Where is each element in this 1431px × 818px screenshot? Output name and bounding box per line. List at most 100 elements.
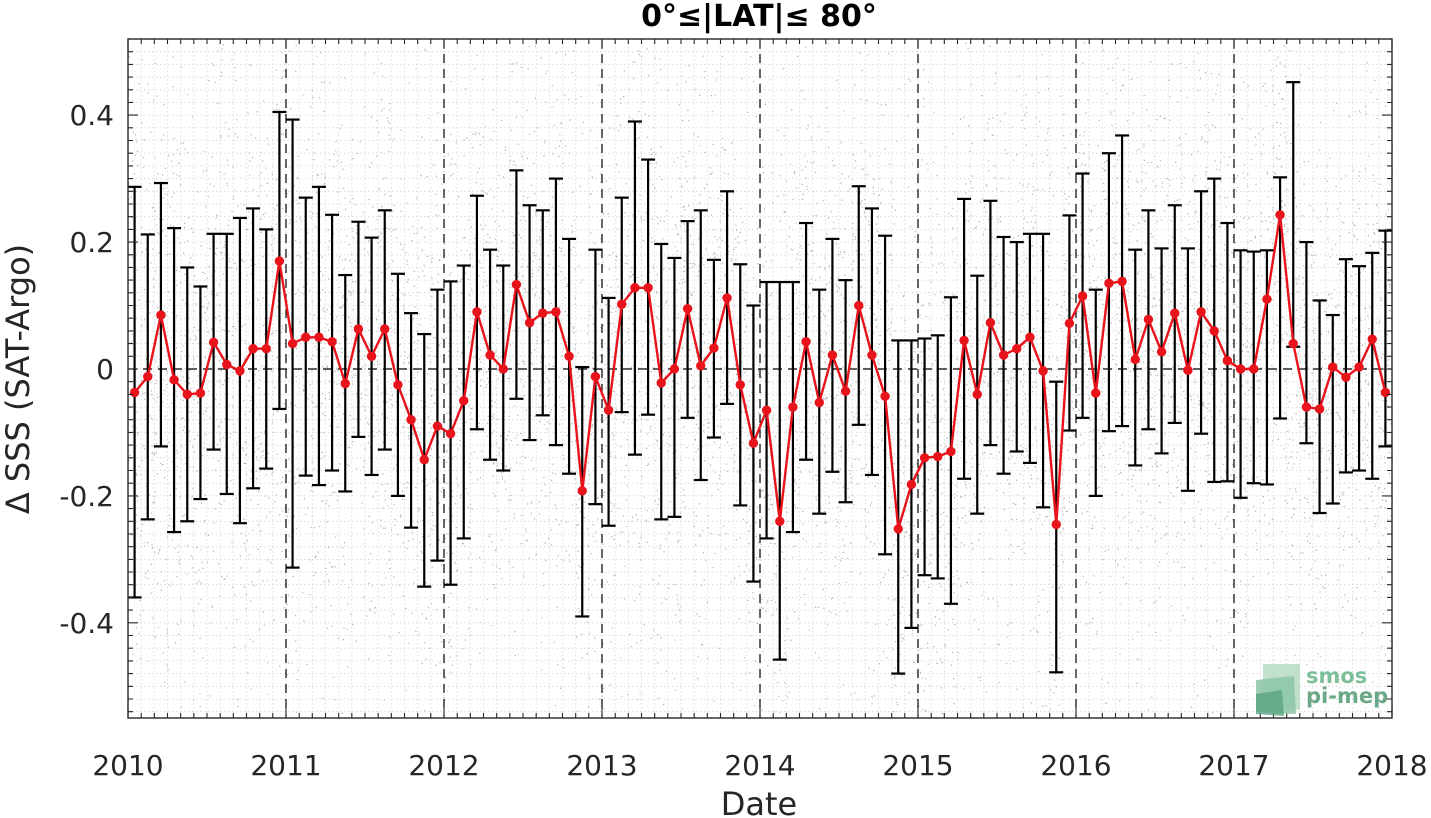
- tick-marks: [127, 38, 1393, 718]
- data-point: [801, 336, 811, 347]
- y-tick-label: -0.4: [59, 607, 114, 640]
- data-point: [1235, 364, 1246, 374]
- error-bar: [1378, 229, 1393, 448]
- data-point: [235, 366, 245, 376]
- data-point: [222, 359, 232, 370]
- data-point: [748, 438, 759, 448]
- error-bar: [1338, 258, 1353, 474]
- data-point: [682, 303, 693, 314]
- data-point: [972, 389, 982, 400]
- data-point: [933, 451, 943, 462]
- error-bar: [864, 207, 879, 477]
- data-point: [985, 317, 996, 328]
- data-point: [406, 415, 416, 425]
- data-point: [564, 351, 574, 361]
- data-point: [919, 453, 930, 463]
- y-axis-label: Δ SSS (SAT-Argo): [0, 244, 37, 514]
- y-tick-label: 0.4: [69, 99, 114, 132]
- x-tick-label: 2013: [566, 749, 637, 782]
- data-point: [432, 421, 443, 431]
- data-point: [696, 361, 706, 371]
- data-point: [1156, 347, 1167, 357]
- y-tick-label: -0.2: [59, 480, 114, 513]
- data-point: [1341, 372, 1351, 382]
- data-point: [577, 486, 587, 496]
- data-point: [169, 375, 179, 385]
- x-axis-label: Date: [721, 785, 797, 818]
- x-tick-label: 2010: [92, 749, 163, 782]
- data-point: [353, 324, 364, 334]
- x-tick-label: 2018: [1356, 749, 1427, 782]
- data-point: [603, 405, 614, 415]
- data-point: [998, 350, 1009, 360]
- data-point: [1222, 356, 1233, 366]
- error-bar: [1365, 251, 1380, 480]
- error-bar: [680, 220, 695, 419]
- data-point: [472, 307, 482, 317]
- data-point: [380, 324, 390, 334]
- data-point: [287, 338, 298, 349]
- logo-mark-front: [1256, 690, 1284, 716]
- data-point: [274, 256, 285, 266]
- error-bar: [891, 339, 906, 675]
- data-point: [1367, 334, 1377, 344]
- x-tick-label: 2014: [724, 749, 795, 782]
- x-tick-label: 2016: [1040, 749, 1111, 782]
- data-point: [524, 317, 535, 328]
- data-point: [1183, 365, 1193, 375]
- data-point: [643, 283, 653, 293]
- data-point: [854, 300, 864, 311]
- data-point: [775, 516, 785, 526]
- error-bar: [1325, 313, 1340, 505]
- data-point: [156, 310, 166, 320]
- data-point: [1209, 326, 1219, 336]
- error-bar: [772, 280, 787, 661]
- data-point: [366, 351, 377, 361]
- data-point: [1012, 343, 1022, 354]
- data-point: [393, 380, 403, 390]
- error-bar: [1022, 232, 1037, 464]
- data-point: [590, 371, 601, 382]
- x-tick-label: 2012: [408, 749, 479, 782]
- error-bar: [1220, 221, 1235, 483]
- data-point: [1130, 354, 1140, 365]
- smos-pi-mep-logo: smos pi-mep: [1256, 664, 1388, 716]
- data-point: [195, 388, 206, 398]
- data-point: [1038, 366, 1048, 376]
- logo-text-pi-mep: pi-mep: [1306, 684, 1388, 708]
- data-point: [1380, 387, 1391, 398]
- data-point: [1249, 364, 1259, 374]
- data-point: [459, 396, 469, 406]
- data-point: [1328, 362, 1338, 372]
- data-point: [208, 337, 219, 348]
- data-point: [1091, 388, 1101, 398]
- data-point: [314, 332, 324, 342]
- data-point: [709, 343, 719, 353]
- data-point: [617, 299, 627, 309]
- data-point: [143, 371, 153, 382]
- data-point: [867, 350, 877, 360]
- data-point: [1275, 210, 1285, 220]
- y-tick-label: 0.2: [69, 226, 114, 259]
- data-point: [906, 479, 917, 490]
- data-point: [893, 524, 903, 534]
- data-point: [1025, 332, 1035, 342]
- data-point: [656, 378, 666, 388]
- data-point: [880, 391, 890, 401]
- mean-line: [133, 214, 1387, 530]
- data-point: [511, 279, 522, 290]
- x-tick-label: 2011: [250, 749, 321, 782]
- data-point: [669, 364, 680, 374]
- data-point: [827, 350, 838, 360]
- data-point: [1354, 362, 1364, 372]
- data-point: [485, 350, 495, 360]
- data-point: [814, 397, 824, 408]
- data-point: [1196, 307, 1206, 317]
- data-point: [1051, 519, 1061, 530]
- logo-text-smos: smos: [1306, 664, 1367, 688]
- data-point: [419, 455, 429, 465]
- data-point: [1077, 291, 1088, 301]
- x-tick-label: 2015: [882, 749, 953, 782]
- data-point: [1143, 314, 1154, 325]
